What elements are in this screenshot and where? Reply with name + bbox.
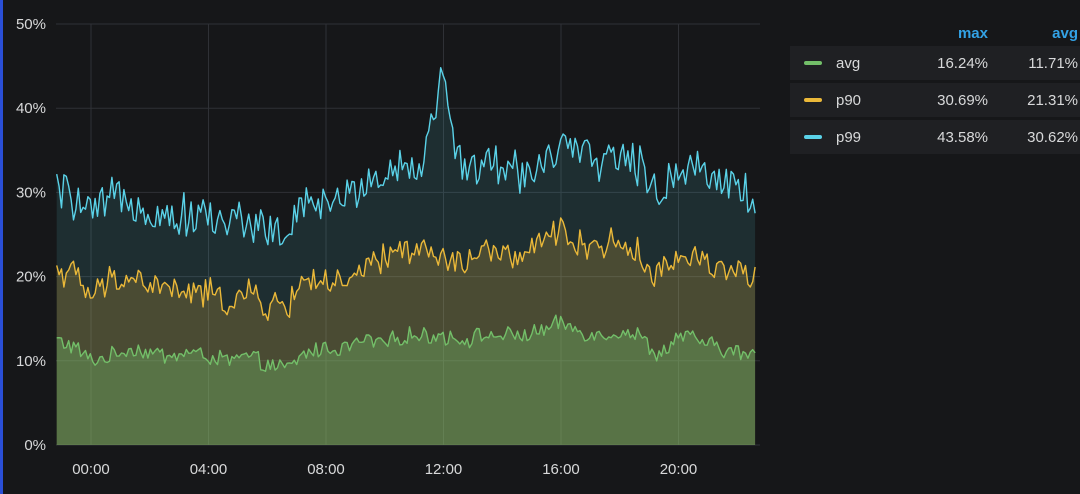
- y-tick-label: 50%: [16, 16, 46, 33]
- legend-header-max[interactable]: max: [957, 24, 988, 42]
- legend-value-avg: 21.31%: [1027, 91, 1078, 109]
- series-areas: [56, 67, 756, 445]
- y-tick-label: 10%: [16, 353, 46, 370]
- legend-series-name: p90: [836, 91, 862, 109]
- series-line-avg[interactable]: [56, 314, 756, 372]
- x-tick-label: 00:00: [72, 461, 110, 478]
- series-area-avg: [56, 315, 756, 445]
- legend-row-p90[interactable]: p90 30.69% 21.31%: [790, 83, 1080, 117]
- legend-row-avg[interactable]: avg 16.24% 11.71%: [790, 46, 1080, 80]
- legend-series-name: avg: [836, 54, 861, 72]
- legend-value-max: 43.58%: [937, 128, 988, 146]
- legend-row-p99[interactable]: p99 43.58% 30.62%: [790, 120, 1080, 154]
- legend-value-max: 16.24%: [937, 54, 988, 72]
- chart-axes: 0% 10% 20% 30% 40% 50% 00:00 04:00 08:00 12:00 16:…: [16, 16, 697, 478]
- series-lines: [56, 67, 756, 372]
- x-tick-label: 12:00: [425, 461, 463, 478]
- legend-series-name: p99: [836, 128, 862, 146]
- legend-header: max avg: [790, 20, 1080, 46]
- legend-swatch-p99: [804, 135, 822, 139]
- y-tick-label: 20%: [16, 269, 46, 286]
- legend-value-max: 30.69%: [937, 91, 988, 109]
- legend-value-avg: 30.62%: [1027, 128, 1078, 146]
- x-tick-label: 08:00: [307, 461, 345, 478]
- y-tick-label: 40%: [16, 100, 46, 117]
- time-series-chart: 0% 10% 20% 30% 40% 50% 00:00 04:00 08:00 12:00 16:…: [16, 16, 760, 478]
- x-tick-label: 04:00: [190, 461, 228, 478]
- x-tick-label: 16:00: [542, 461, 580, 478]
- y-tick-label: 0%: [24, 437, 46, 454]
- y-tick-label: 30%: [16, 184, 46, 201]
- legend-swatch-p90: [804, 98, 822, 102]
- series-area-p90: [56, 217, 756, 445]
- x-tick-label: 20:00: [660, 461, 698, 478]
- legend-value-avg: 11.71%: [1028, 54, 1078, 72]
- series-line-p90[interactable]: [56, 217, 756, 321]
- panel-accent-bar: [0, 0, 3, 494]
- series-line-p99[interactable]: [56, 67, 756, 246]
- legend-swatch-avg: [804, 61, 822, 65]
- legend-header-avg[interactable]: avg: [1052, 24, 1078, 42]
- chart-grid: [56, 23, 760, 446]
- legend-table: max avg avg 16.24% 11.71% p90 30.69% 21.…: [790, 20, 1080, 157]
